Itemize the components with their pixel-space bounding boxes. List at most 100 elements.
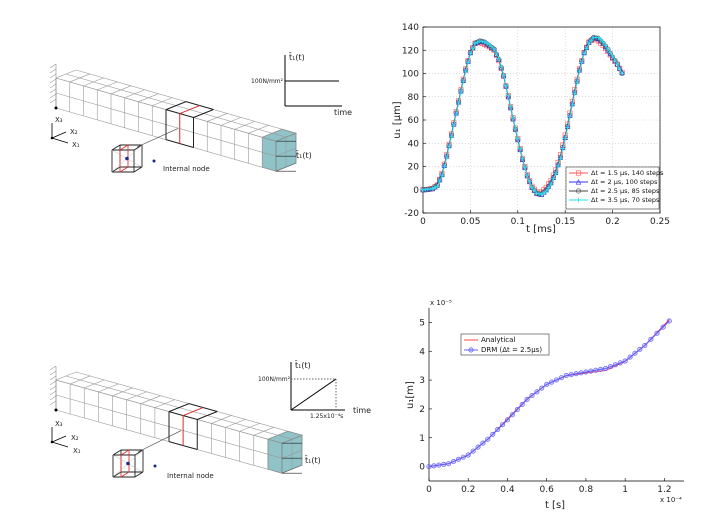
y-tick-label: 120 xyxy=(402,46,419,56)
load-graph: t̄₁(t) 100N/mm² 1.25x10⁻⁴s time xyxy=(258,360,371,420)
data-point-circle xyxy=(524,396,530,402)
highlighted-element-edge xyxy=(165,101,187,111)
plot-frame xyxy=(422,26,661,214)
internal-node-label: Internal node xyxy=(163,165,210,173)
load-value-label: 100N/mm² xyxy=(258,376,291,383)
cube-edge xyxy=(111,166,121,173)
data-point-circle xyxy=(441,461,447,467)
element-detail-cube xyxy=(112,449,144,478)
wall-hatch xyxy=(49,68,57,74)
wall-hatch xyxy=(49,73,57,79)
analytical-vs-drm-chart: 0 0.2 0.4 0.6 0.8 1 1.2 0 1 2 3 4 5 t [s] u₁[m] x 10… xyxy=(405,299,684,511)
legend-label: Δt = 3.5 μs, 70 steps xyxy=(591,196,660,204)
y-tick-label: 140 xyxy=(402,23,419,33)
beam-diagram-step-load: t̄₁(t) 100N/mm² time t̄₁(t) Internal nod… xyxy=(49,52,352,173)
data-point-circle xyxy=(593,367,599,373)
origin-dot xyxy=(50,440,54,444)
y-tick-label: -20 xyxy=(404,209,419,219)
y-tick-label: 3 xyxy=(419,376,425,386)
x-axis-label: t [ms] xyxy=(526,224,556,235)
y-tick-label: 1 xyxy=(419,434,425,444)
data-point-circle xyxy=(455,456,461,462)
data-point-circle xyxy=(485,436,491,442)
highlighted-element-edge xyxy=(193,109,214,118)
legend: Analytical DRM (Δt = 2.5μs) xyxy=(460,333,550,356)
data-point-circle xyxy=(544,381,550,387)
wall-hatch xyxy=(49,370,57,376)
x-tick-label: 1.2 xyxy=(657,485,671,495)
axis-x1-label: X₁ xyxy=(72,141,80,149)
axis-x2-label: X₂ xyxy=(70,128,78,136)
highlighted-element-edge xyxy=(168,403,190,413)
wall-hatch xyxy=(49,98,57,104)
x-tick-label: 0 xyxy=(420,217,426,227)
internal-node-dot xyxy=(125,156,129,161)
data-point-circle xyxy=(500,422,506,428)
cube-edge xyxy=(112,471,122,478)
x-tick-label: 0.2 xyxy=(461,485,475,495)
load-graph: t̄₁(t) 100N/mm² time xyxy=(251,52,352,117)
x-tick-label: 0.1 xyxy=(511,217,525,227)
y-axis-label: u₁[m] xyxy=(405,381,416,409)
cube-edge xyxy=(120,449,130,456)
legend-label: Analytical xyxy=(481,336,515,344)
axis-x2-label: X₂ xyxy=(71,434,79,442)
data-point-circle xyxy=(558,375,564,381)
data-point-circle xyxy=(583,369,589,375)
data-point-circle xyxy=(603,366,609,372)
x-tick-label: 0.05 xyxy=(460,217,480,227)
data-point-circle xyxy=(480,440,486,446)
wall-hatch xyxy=(49,395,57,401)
fixed-node xyxy=(54,106,58,110)
wall-hatch xyxy=(49,63,57,69)
end-load-label: t̄₁(t) xyxy=(295,150,312,160)
y-tick-label: 80 xyxy=(408,93,420,103)
load-value-label: 100N/mm² xyxy=(251,78,284,85)
legend-box xyxy=(565,166,660,210)
data-point-circle xyxy=(514,407,520,413)
internal-node-legend-dot xyxy=(152,159,156,163)
x-axis-label: t [s] xyxy=(545,500,565,511)
ramp-time-label: 1.25x10⁻⁴s xyxy=(310,413,343,420)
data-point-circle xyxy=(642,342,648,348)
y-tick-label: 5 xyxy=(419,318,425,328)
data-point-circle xyxy=(519,402,525,408)
data-point-circle xyxy=(588,368,594,374)
beam-diagram-ramp-load: t̄₁(t) 100N/mm² 1.25x10⁻⁴s time t̄₁(t) I… xyxy=(49,360,371,480)
data-point-circle xyxy=(549,379,555,385)
data-point-circle xyxy=(598,366,604,372)
cube-edge xyxy=(120,471,130,478)
mesh-line xyxy=(281,449,303,459)
data-point-circle xyxy=(568,372,574,378)
x-tick-label: 1 xyxy=(622,485,628,495)
cube-edge xyxy=(119,166,129,173)
data-point-circle xyxy=(607,364,613,370)
data-point-circle xyxy=(534,389,540,395)
internal-node-label: Internal node xyxy=(167,472,214,480)
x-tick-label: 0.6 xyxy=(540,485,555,495)
data-point-circle xyxy=(426,464,432,470)
data-point-circle xyxy=(490,431,496,437)
axis-x3-label: X₃ xyxy=(55,116,63,124)
data-point-circle xyxy=(660,324,666,330)
ramp-load-line xyxy=(290,378,337,411)
legend-box xyxy=(460,333,550,356)
series-1 xyxy=(426,318,672,470)
detail-pointer-line xyxy=(137,430,182,453)
cube-edge xyxy=(133,166,143,173)
cube-edge xyxy=(134,471,144,478)
axis-x1-arrow xyxy=(51,441,69,448)
detail-pointer-line xyxy=(136,128,178,148)
data-point-circle xyxy=(539,385,545,391)
y-tick-label: 60 xyxy=(408,116,420,126)
wall-hatch xyxy=(49,400,57,406)
data-point-circle xyxy=(627,354,633,360)
end-load-label: t̄₁(t) xyxy=(304,455,321,465)
data-point-circle xyxy=(575,188,581,194)
cube-edge xyxy=(134,449,144,456)
element-detail-cube xyxy=(111,144,143,173)
wall-hatch xyxy=(49,365,57,371)
beam-mesh xyxy=(49,63,297,173)
